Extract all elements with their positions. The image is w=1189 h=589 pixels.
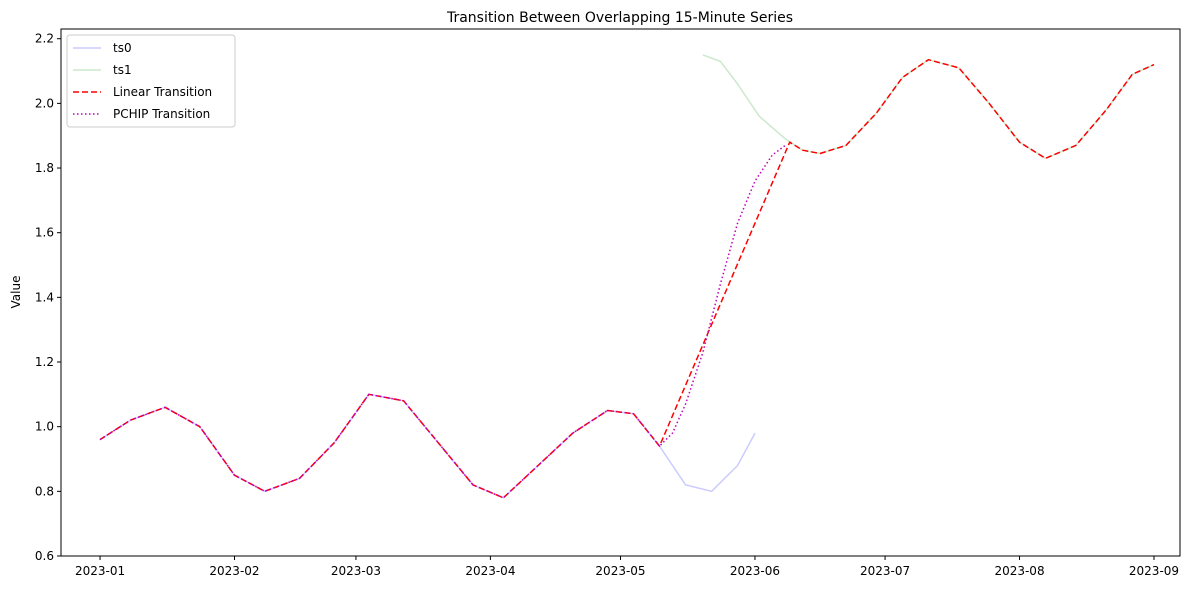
series-line-linear-transition bbox=[99, 58, 1155, 499]
legend-label-ts0: ts0 bbox=[113, 41, 132, 55]
series-line-ts1 bbox=[702, 54, 1155, 160]
x-axis: 2023-01 2023-02 2023-03 2023-04 2023-05 2023-… bbox=[75, 556, 1179, 578]
y-tick-label: 2.2 bbox=[35, 32, 54, 46]
y-tick-label: 2.0 bbox=[35, 96, 54, 110]
y-axis-label: Value bbox=[9, 276, 23, 309]
y-tick-label: 0.8 bbox=[35, 484, 54, 498]
y-tick-label: 1.8 bbox=[35, 161, 54, 175]
y-tick-label: 1.6 bbox=[35, 226, 54, 240]
x-tick-label: 2023-04 bbox=[465, 564, 515, 578]
legend-box bbox=[66, 34, 236, 128]
x-tick-label: 2023-01 bbox=[75, 564, 125, 578]
y-tick-label: 1.0 bbox=[35, 420, 54, 434]
y-tick-label: 1.2 bbox=[35, 355, 54, 369]
legend-label-ts1: ts1 bbox=[113, 63, 132, 77]
x-tick-label: 2023-07 bbox=[860, 564, 910, 578]
x-tick-label: 2023-08 bbox=[994, 564, 1044, 578]
y-tick-label: 0.6 bbox=[35, 549, 54, 563]
x-tick-label: 2023-02 bbox=[209, 564, 259, 578]
x-tick-label: 2023-09 bbox=[1129, 564, 1179, 578]
series-line-pchip-transition bbox=[99, 144, 786, 499]
series-layer bbox=[99, 54, 1155, 499]
legend: ts0 ts1 Linear Transition PCHIP Transition bbox=[66, 34, 236, 128]
series-line-ts0 bbox=[99, 393, 756, 499]
legend-label-pchip-transition: PCHIP Transition bbox=[113, 107, 210, 121]
legend-label-linear-transition: Linear Transition bbox=[113, 85, 212, 99]
chart-title: Transition Between Overlapping 15-Minute… bbox=[446, 10, 793, 26]
y-tick-label: 1.4 bbox=[35, 290, 54, 304]
x-tick-label: 2023-06 bbox=[730, 564, 780, 578]
x-tick-label: 2023-03 bbox=[331, 564, 381, 578]
y-axis: 0.6 0.8 1.0 1.2 1.4 1.6 1.8 2.0 2.2 bbox=[35, 32, 61, 563]
x-tick-label: 2023-05 bbox=[595, 564, 645, 578]
